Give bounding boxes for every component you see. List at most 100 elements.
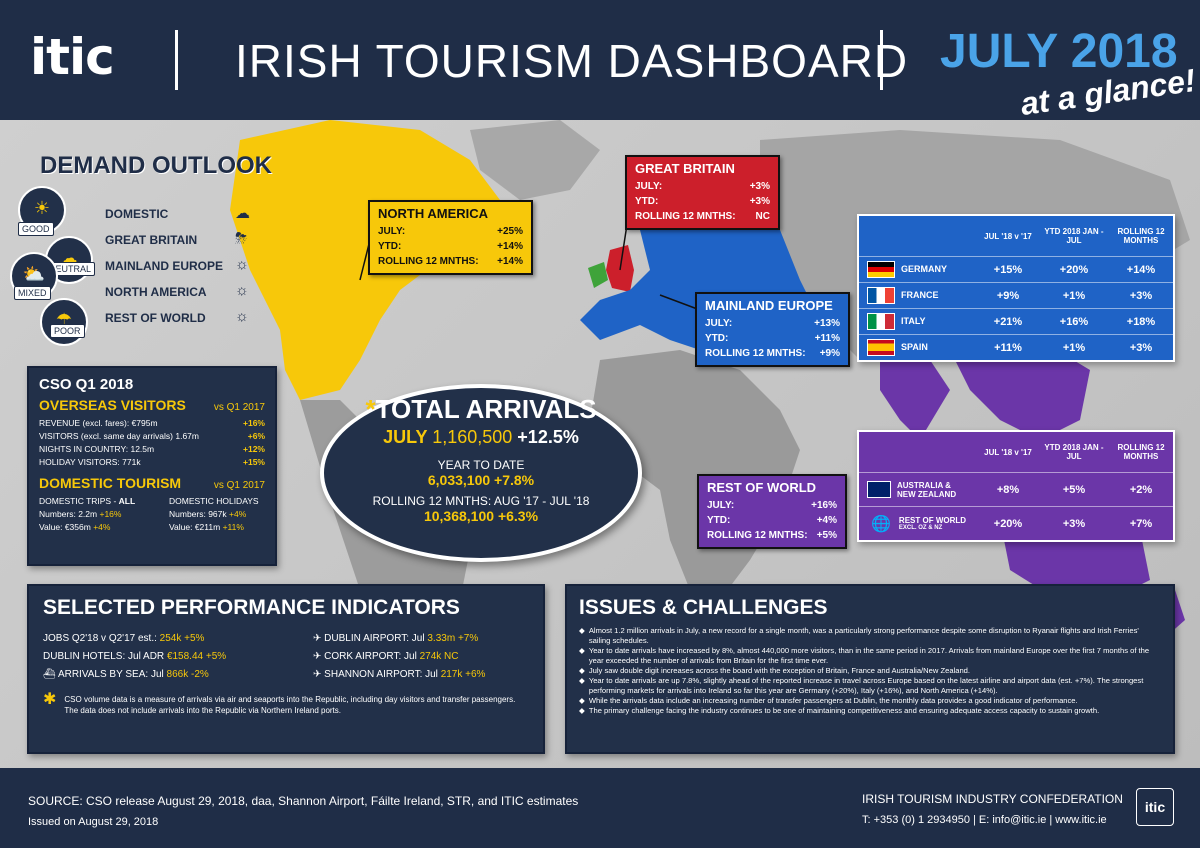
domestic-title: DOMESTIC TOURISM [39,475,182,491]
india-shape [880,360,950,440]
indicator-value: 254k [159,633,182,644]
callout-title: MAINLAND EUROPE [705,298,833,313]
callout-label: ROLLING 12 MNTHS: [635,211,736,222]
total-title: TOTAL ARRIVALS [375,394,597,424]
table-header: JUL '18 v '17 YTD 2018 JAN - JUL ROLLING… [859,216,1173,256]
demand-item-mainland-europe: MAINLAND EUROPE [105,259,224,273]
asterisk-icon: ✱ [43,691,57,708]
callout-value: +14% [497,256,523,267]
ytd-change: +7.8% [494,472,535,488]
ytd-value: +5% [1062,483,1086,496]
issue-text: While the arrivals data include an incre… [588,696,1078,705]
asterisk: * [365,394,376,424]
total-arrivals-panel: *TOTAL ARRIVALS JULY 1,160,500 +12.5% YE… [320,384,642,562]
rolling-change: +6.3% [497,508,539,524]
issue-text: Year to date arrivals are up 7.8%, sligh… [588,676,1144,695]
great-britain-callout: GREAT BRITAIN JULY: +3% YTD: +3% ROLLING 1… [625,155,780,230]
header-ytd: YTD 2018 JAN - JUL [1044,443,1104,461]
cloud-icon: ☁ [235,205,250,222]
trips-value: Value: €356m [39,522,91,532]
table-row: 🌐 REST OF WORLD EXCL. OZ & NZ +20% +3% +… [859,506,1173,540]
indicator-change: +7% [457,633,479,644]
table-row: AUSTRALIA & NEW ZEALAND +8% +5% +2% [859,472,1173,506]
table-header: JUL '18 v '17 YTD 2018 JAN - JUL ROLLING… [859,432,1173,472]
performance-indicators-panel: SELECTED PERFORMANCE INDICATORS JOBS Q2'… [27,584,545,754]
indicator-label: DUBLIN AIRPORT: Jul [324,633,425,644]
issues-title: ISSUES & CHALLENGES [579,596,828,619]
rolling-value: +3% [1129,289,1153,302]
header-jul: JUL '18 v '17 [984,231,1032,241]
july-label: JULY [383,427,428,447]
jul-value: +20% [993,517,1023,530]
callout-label: JULY: [635,181,663,192]
rating-label: GOOD [18,222,54,236]
table-row: GERMANY +15% +20% +14% [859,256,1173,282]
trips-title-emphasis: ALL [118,496,136,506]
header-divider [175,30,178,90]
trips-title: DOMESTIC TRIPS - [39,496,119,506]
globe-icon: 🌐 [871,515,891,533]
spain-flag-icon [867,339,895,356]
indicator-value: 3.33m [427,633,456,644]
holidays-title: DOMESTIC HOLIDAYS [169,496,259,506]
ytd-value: +20% [1059,263,1089,276]
ytd-value: +1% [1062,341,1086,354]
ytd-value: +3% [1062,517,1086,530]
indicator-change: +6% [465,669,486,680]
se-asia-shape [950,340,1090,440]
indicator-label: CORK AIRPORT: Jul [324,651,417,662]
ship-icon: ⛴ [43,669,56,680]
callout-label: YTD: [378,241,402,252]
issue-bullet: ◆ The primary challenge facing the indust… [579,706,1100,715]
callout-value: +9% [819,348,840,359]
footer: SOURCE: CSO release August 29, 2018, daa… [0,768,1200,848]
rolling-value: 10,368,100 [423,508,495,524]
greenland-shape [470,120,600,200]
callout-value: +4% [816,515,837,526]
demand-item-north-america: NORTH AMERICA [105,285,207,299]
storm-icon: ⛈ [235,230,248,247]
table-row: ITALY +21% +16% +18% [859,308,1173,334]
rolling-value: +2% [1129,483,1153,496]
holidays-numbers-change: +4% [229,509,247,519]
callout-label: YTD: [705,333,729,344]
plane-icon: ✈ [313,651,322,662]
indicator-change: -2% [190,669,209,680]
issue-bullet: ◆ July saw double digit increases across … [579,666,971,675]
indicator-value: 274k [419,651,442,662]
overseas-change: +15% [243,457,265,467]
header-rolling: ROLLING 12 MONTHS [1117,443,1165,461]
sun-icon: ☼ [235,256,249,273]
issue-bullet: ◆ While the arrivals data include an incr… [579,696,1078,705]
footer-issued: Issued on August 29, 2018 [28,816,159,828]
indicator-label: JOBS Q2'18 v Q2'17 est.: [43,633,157,644]
header-ytd: YTD 2018 JAN - JUL [1044,227,1104,245]
trips-value-change: +4% [93,522,111,532]
country-note: EXCL. OZ & NZ [898,525,943,531]
issue-text: July saw double digit increases across t… [588,666,971,675]
issue-text: Year to date arrivals have increased by … [588,646,1150,665]
footer-source: SOURCE: CSO release August 29, 2018, daa… [28,794,579,808]
july-value: 1,160,500 [432,427,513,447]
germany-flag-icon [867,261,895,278]
trips-numbers: Numbers: 2.2m [39,509,98,519]
holidays-value: Value: €211m [169,522,221,532]
header-jul: JUL '18 v '17 [984,447,1032,457]
callout-label: YTD: [707,515,731,526]
july-change: +12.5% [517,427,579,447]
indicator-change: NC [444,651,459,662]
callout-value: +3% [749,196,770,207]
callout-label: YTD: [635,196,659,207]
header-rolling: ROLLING 12 MONTHS [1117,227,1165,245]
callout-value: +13% [814,318,840,329]
demand-outlook-title: DEMAND OUTLOOK [40,152,272,179]
cso-title: CSO Q1 2018 [39,376,134,393]
callout-label: ROLLING 12 MNTHS: [705,348,806,359]
ytd-value: 6,033,100 [427,472,491,488]
itic-logo: itic [30,28,115,86]
rolling-label: ROLLING 12 MNTHS: AUG '17 - JUL '18 [372,494,590,508]
sun-icon: ☼ [235,308,249,325]
cso-q1-panel: CSO Q1 2018 OVERSEAS VISITORS vs Q1 2017… [27,366,277,566]
indicators-note: CSO volume data is a measure of arrivals… [64,695,516,715]
rest-of-world-callout: REST OF WORLD JULY: +16% YTD: +4% ROLLING … [697,474,847,549]
